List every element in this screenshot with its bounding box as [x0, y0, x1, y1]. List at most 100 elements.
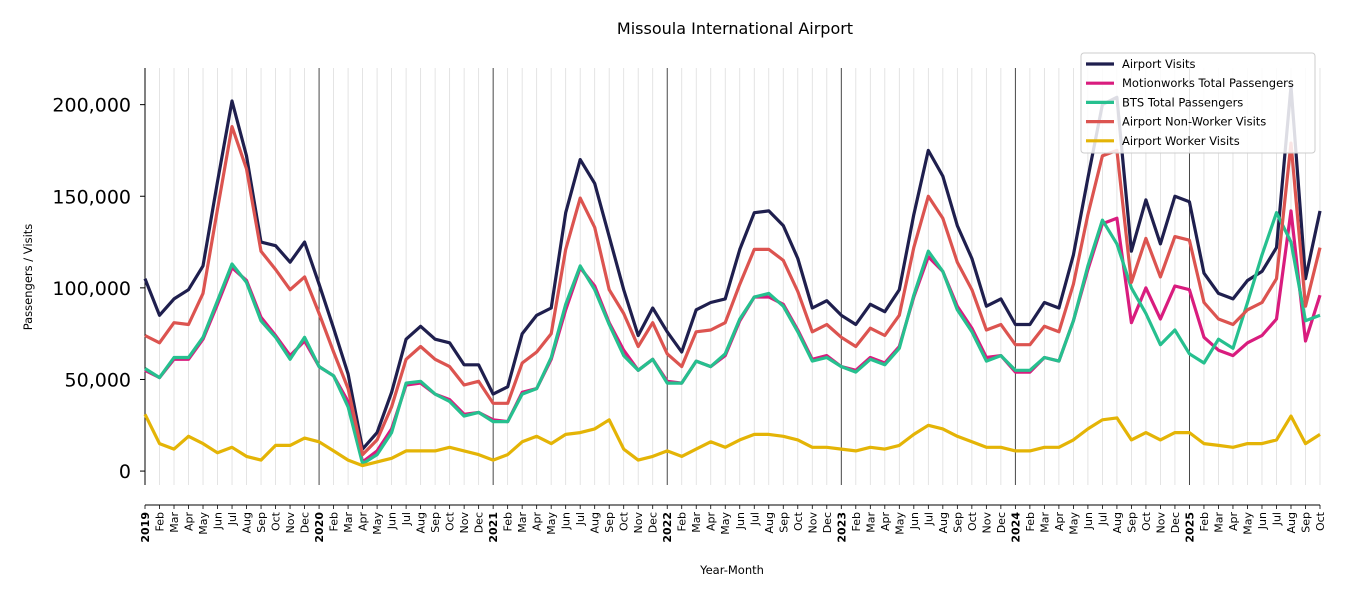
month-label: Dec — [647, 512, 660, 533]
month-label: Nov — [458, 512, 471, 534]
year-label: 2022 — [661, 512, 674, 543]
month-label: Jun — [1256, 512, 1269, 530]
legend-box — [1080, 52, 1316, 154]
month-label: Apr — [183, 512, 196, 532]
month-label: Dec — [473, 512, 486, 533]
month-label: Jul — [400, 512, 413, 526]
y-axis: 0 50,000 100,000 150,000 200,000 — [52, 68, 146, 485]
month-label: May — [1241, 512, 1254, 535]
month-label: Aug — [241, 512, 254, 533]
month-label: Sep — [429, 512, 442, 533]
month-label: Jun — [386, 512, 399, 530]
year-label: 2023 — [835, 512, 848, 543]
legend-label: Airport Worker Visits — [1122, 134, 1240, 148]
month-label: Apr — [1053, 512, 1066, 532]
month-label: Nov — [632, 512, 645, 534]
month-label: Apr — [531, 512, 544, 532]
month-label: Jul — [1270, 512, 1283, 526]
year-label: 2025 — [1183, 512, 1196, 543]
month-label: Nov — [806, 512, 819, 534]
month-label: Aug — [763, 512, 776, 533]
month-label: Feb — [502, 512, 515, 531]
month-label: Dec — [1169, 512, 1182, 533]
month-label: Feb — [676, 512, 689, 531]
series-line-bts-total-passengers — [144, 211, 1321, 466]
month-label: May — [1067, 512, 1080, 535]
year-label: 2024 — [1009, 512, 1022, 543]
month-label: May — [371, 512, 384, 535]
month-label: Oct — [966, 511, 979, 531]
month-label: Jul — [748, 512, 761, 526]
month-label: Nov — [1154, 512, 1167, 534]
month-label: Apr — [1227, 512, 1240, 532]
month-label: May — [893, 512, 906, 535]
y-tick-label: 200,000 — [52, 95, 131, 117]
month-label: Feb — [850, 512, 863, 531]
month-label: Jul — [574, 512, 587, 526]
month-label: Jul — [922, 512, 935, 526]
month-label: Jun — [1082, 512, 1095, 530]
y-tick-label: 50,000 — [65, 369, 131, 391]
month-label: Mar — [516, 512, 529, 533]
month-label: Feb — [1198, 512, 1211, 531]
legend-label: Motionworks Total Passengers — [1122, 76, 1294, 90]
month-label: Aug — [937, 512, 950, 533]
month-label: Feb — [154, 512, 167, 531]
legend-label: Airport Non-Worker Visits — [1122, 115, 1266, 129]
month-label: Oct — [618, 511, 631, 531]
series-line-airport-non-worker-visits — [144, 124, 1322, 457]
series-line-airport-visits — [143, 84, 1322, 451]
month-label: Jun — [560, 512, 573, 530]
legend-label: BTS Total Passengers — [1122, 95, 1243, 109]
x-axis-label: Year-Month — [699, 563, 764, 577]
month-label: Dec — [299, 512, 312, 533]
month-label: May — [197, 512, 210, 535]
month-label: Sep — [603, 512, 616, 533]
month-label: Apr — [879, 512, 892, 532]
month-label: Aug — [589, 512, 602, 533]
month-label: Dec — [821, 512, 834, 533]
month-label: Apr — [705, 512, 718, 532]
legend: Airport Visits Motionworks Total Passenge… — [1080, 52, 1316, 154]
month-label: Dec — [995, 512, 1008, 533]
month-label: Aug — [415, 512, 428, 533]
month-label: Mar — [1212, 512, 1225, 533]
month-label: Sep — [255, 512, 268, 533]
month-label: Aug — [1285, 512, 1298, 533]
year-label: 2019 — [139, 512, 152, 543]
legend-label: Airport Visits — [1122, 57, 1196, 71]
x-axis: 2019 Feb Mar Apr May Jun Jul Aug Sep Oct Nov Dec 202… — [139, 504, 1327, 543]
y-tick-label: 100,000 — [52, 278, 131, 300]
month-label: Jun — [908, 512, 921, 530]
month-label: Mar — [690, 512, 703, 533]
month-label: Sep — [951, 512, 964, 533]
month-label: Feb — [1024, 512, 1037, 531]
month-label: Oct — [1140, 511, 1153, 531]
y-tick-label: 150,000 — [52, 186, 131, 208]
month-label: Oct — [270, 511, 283, 531]
month-label: Nov — [980, 512, 993, 534]
month-label: Jul — [1096, 512, 1109, 526]
month-label: Oct — [444, 511, 457, 531]
month-label: Sep — [777, 512, 790, 533]
month-label: Jun — [734, 512, 747, 530]
y-axis-label: Passengers / Visits — [21, 224, 35, 331]
month-label: Feb — [328, 512, 341, 531]
y-tick-label: 0 — [119, 461, 131, 483]
chart-title: Missoula International Airport — [617, 19, 853, 38]
month-label: Sep — [1299, 512, 1312, 533]
month-label: May — [719, 512, 732, 535]
year-label: 2020 — [313, 512, 326, 543]
month-label: Mar — [1038, 512, 1051, 533]
series-lines — [143, 84, 1322, 468]
month-label: Apr — [357, 512, 370, 532]
month-label: Mar — [342, 512, 355, 533]
month-label: Mar — [168, 512, 181, 533]
month-label: Sep — [1125, 512, 1138, 533]
series-line-airport-worker-visits — [143, 413, 1321, 468]
month-label: Jul — [226, 512, 239, 526]
month-label: Jun — [212, 512, 225, 530]
month-label: Oct — [1314, 511, 1327, 531]
year-label: 2021 — [487, 512, 500, 543]
